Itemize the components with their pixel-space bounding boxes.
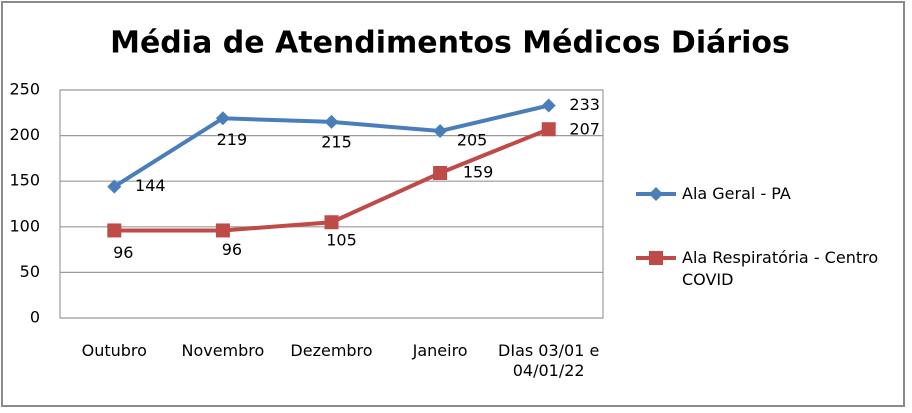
legend-marker — [649, 187, 663, 201]
marker — [215, 223, 230, 238]
legend-label: Ala Respiratória - Centro COVID — [682, 248, 879, 289]
x-tick-label: Outubro — [81, 341, 147, 360]
marker — [433, 165, 448, 180]
marker — [324, 215, 339, 230]
x-tick-label: Novembro — [181, 341, 265, 360]
marker — [541, 98, 556, 113]
marker — [215, 111, 230, 126]
legend-marker — [649, 251, 663, 265]
x-tick-label: Dezembro — [290, 341, 373, 360]
y-tick-label: 100 — [9, 216, 40, 235]
y-tick-label: 150 — [9, 171, 40, 190]
data-label: 205 — [457, 131, 488, 150]
data-label: 96 — [222, 240, 242, 259]
x-tick-label: Janeiro — [412, 341, 468, 360]
marker — [107, 179, 122, 194]
chart-title: Média de Atendimentos Médicos Diários — [110, 26, 790, 61]
y-tick-label: 50 — [20, 262, 40, 281]
x-tick-label: DIas 03/01 e 04/01/22 — [498, 341, 600, 380]
y-tick-label: 200 — [9, 125, 40, 144]
data-label: 233 — [569, 95, 600, 114]
y-tick-label: 0 — [30, 308, 40, 327]
marker — [541, 122, 556, 137]
chart-frame — [1, 1, 905, 407]
marker — [324, 114, 339, 129]
data-label: 219 — [217, 130, 248, 149]
data-label: 159 — [463, 162, 494, 181]
data-label: 144 — [135, 176, 166, 195]
y-tick-label: 250 — [9, 80, 40, 99]
data-label: 96 — [113, 243, 133, 262]
legend-label: Ala Geral - PA — [682, 184, 791, 203]
data-label: 105 — [326, 231, 357, 250]
data-label: 207 — [569, 120, 600, 139]
marker — [107, 223, 122, 238]
marker — [433, 124, 448, 139]
data-label: 215 — [321, 132, 352, 151]
